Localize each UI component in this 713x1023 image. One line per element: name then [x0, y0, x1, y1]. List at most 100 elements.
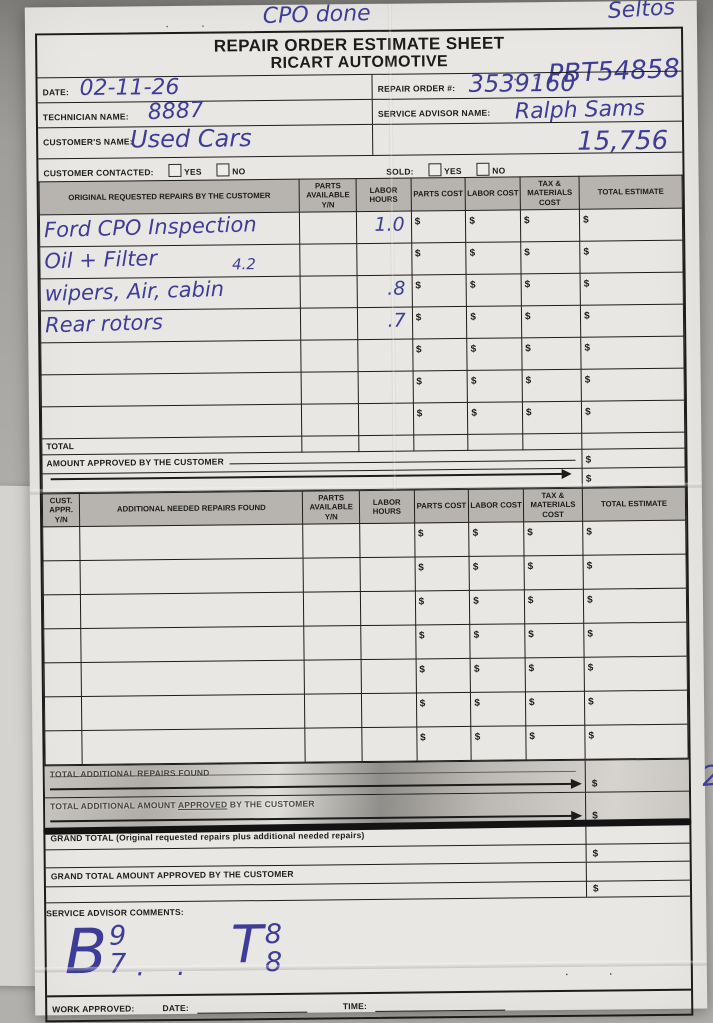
labor-hours-value: .7: [387, 309, 406, 332]
technician-label: TECHNICIAN NAME:: [42, 111, 129, 123]
advisor-value: Ralph Sams: [514, 95, 646, 125]
total-additional-approved-row: TOTAL ADDITIONAL AMOUNT APPROVED BY THE …: [43, 790, 692, 835]
dollar-sign: $: [528, 697, 535, 709]
dollar-sign: $: [528, 663, 535, 675]
work-approved-label: WORK APPROVED:: [52, 1002, 135, 1014]
repair-order-value: 3539160: [468, 68, 576, 98]
repair-order-label: REPAIR ORDER #:: [377, 82, 456, 94]
sold-label: SOLD:: [386, 166, 414, 177]
dollar-sign: $: [586, 560, 593, 572]
dollar-sign: $: [415, 344, 422, 356]
handwritten-vehicle-name: Seltos: [606, 0, 676, 25]
dollar-sign: $: [587, 628, 594, 640]
total-label: TOTAL: [46, 441, 74, 452]
col-parts-cost: PARTS COST: [410, 177, 466, 211]
dollar-sign: $: [419, 732, 426, 744]
col-labor-hours: LABOR HOURS: [359, 489, 415, 524]
labor-hours-value: .8: [387, 277, 406, 300]
sold-yes-checkbox: [428, 163, 442, 177]
comments-area: B 9 7 . . T 8 8 · ·: [46, 913, 691, 996]
dollar-sign: $: [524, 247, 530, 259]
dollar-sign: $: [419, 698, 426, 710]
dollar-sign: $: [469, 215, 475, 227]
oil-quantity-note: 4.2: [231, 255, 256, 274]
technician-value: 8887: [147, 97, 205, 126]
col-labor-cost: LABOR COST: [468, 488, 524, 523]
dollar-sign: $: [474, 697, 480, 709]
col-labor-cost: LABOR COST: [465, 176, 521, 211]
dollar-sign: $: [416, 408, 423, 420]
dollar-sign: $: [525, 375, 532, 387]
total-additional-arrow: [49, 782, 577, 791]
dollar-sign: $: [585, 473, 592, 485]
dollar-sign: $: [523, 215, 530, 227]
col-parts-available: PARTS AVAILABLE Y/N: [299, 178, 357, 213]
form-border: REPAIR ORDER ESTIMATE SHEET RICART AUTOM…: [35, 26, 713, 1023]
dollar-sign: $: [592, 848, 599, 860]
dollar-sign: $: [583, 278, 590, 290]
amount-approved-label: AMOUNT APPROVED BY THE CUSTOMER: [46, 456, 225, 469]
dollar-sign: $: [472, 561, 479, 573]
dollar-sign: $: [588, 696, 594, 708]
approval-arrow: [50, 472, 568, 481]
dollar-sign: $: [524, 279, 531, 291]
dollar-sign: $: [473, 595, 479, 607]
dollar-sign: $: [414, 248, 421, 260]
dollar-sign: $: [469, 247, 476, 259]
dollar-sign: $: [528, 629, 534, 641]
mileage-value: 15,756: [577, 125, 669, 157]
advisor-label: SERVICE ADVISOR NAME:: [377, 107, 491, 119]
dollar-sign: $: [527, 595, 534, 607]
dollar-sign: $: [585, 454, 592, 466]
col-additional-repairs: ADDITIONAL NEEDED REPAIRS FOUND: [79, 491, 304, 527]
total-additional-label: TOTAL ADDITIONAL REPAIRS FOUND: [49, 767, 210, 780]
dollar-sign: $: [583, 214, 589, 226]
time-signature-line: [374, 997, 506, 1012]
dollar-sign: $: [527, 561, 534, 573]
dollar-sign: $: [415, 280, 421, 292]
ink-dots: . .: [136, 951, 198, 983]
dollar-sign: $: [473, 663, 480, 675]
dollar-sign: $: [415, 312, 422, 324]
col-parts-available: PARTS AVAILABLE Y/N: [302, 490, 360, 525]
dollar-sign: $: [418, 562, 424, 574]
dollar-sign: $: [591, 778, 598, 790]
dollar-sign: $: [417, 528, 424, 540]
sold-no-label: NO: [492, 165, 506, 176]
col-total-estimate: TOTAL ESTIMATE: [579, 175, 683, 210]
dollar-sign: $: [588, 730, 595, 742]
dollar-sign: $: [469, 279, 476, 291]
dollar-sign: $: [418, 630, 425, 642]
dollar-sign: $: [525, 343, 531, 355]
dollar-sign: $: [592, 883, 599, 895]
additional-total-value: 2.5: [700, 756, 713, 793]
col-tax-materials: TAX & MATERIALS COST: [523, 488, 583, 522]
dollar-sign: $: [527, 527, 533, 539]
date-value: 02-11-26: [79, 74, 180, 101]
repair-order-sheet: CPO done Seltos · · REPAIR ORDER ESTIMAT…: [24, 0, 713, 1023]
dollar-sign: $: [418, 596, 425, 608]
dollar-sign: $: [586, 594, 593, 606]
repair-description: Rear rotors: [44, 310, 164, 338]
dollar-sign: $: [471, 407, 477, 419]
contacted-no-label: NO: [232, 166, 246, 177]
customer-label: CUSTOMER'S NAME:: [43, 136, 133, 148]
dollar-sign: $: [470, 375, 477, 387]
tire-bottom-value: 8: [264, 947, 283, 979]
work-time-label: TIME:: [342, 1000, 368, 1011]
col-tax-materials: TAX & MATERIALS COST: [519, 176, 580, 210]
dollar-sign: $: [470, 311, 476, 323]
tire-letter: T: [230, 915, 264, 976]
dollar-sign: $: [586, 526, 592, 538]
dollar-sign: $: [584, 374, 591, 386]
brake-top-value: 9: [108, 920, 127, 952]
contacted-no-checkbox: [216, 163, 230, 177]
tire-top-value: 8: [264, 918, 283, 951]
total-additional-amount-cell: $ 2.5: [584, 757, 713, 793]
dollar-sign: $: [585, 406, 591, 418]
dollar-sign: $: [584, 310, 590, 322]
dollar-sign: $: [470, 343, 477, 355]
labor-hours-value: 1.0: [374, 213, 405, 236]
fill-line: [230, 459, 576, 465]
dollar-sign: $: [414, 216, 421, 228]
